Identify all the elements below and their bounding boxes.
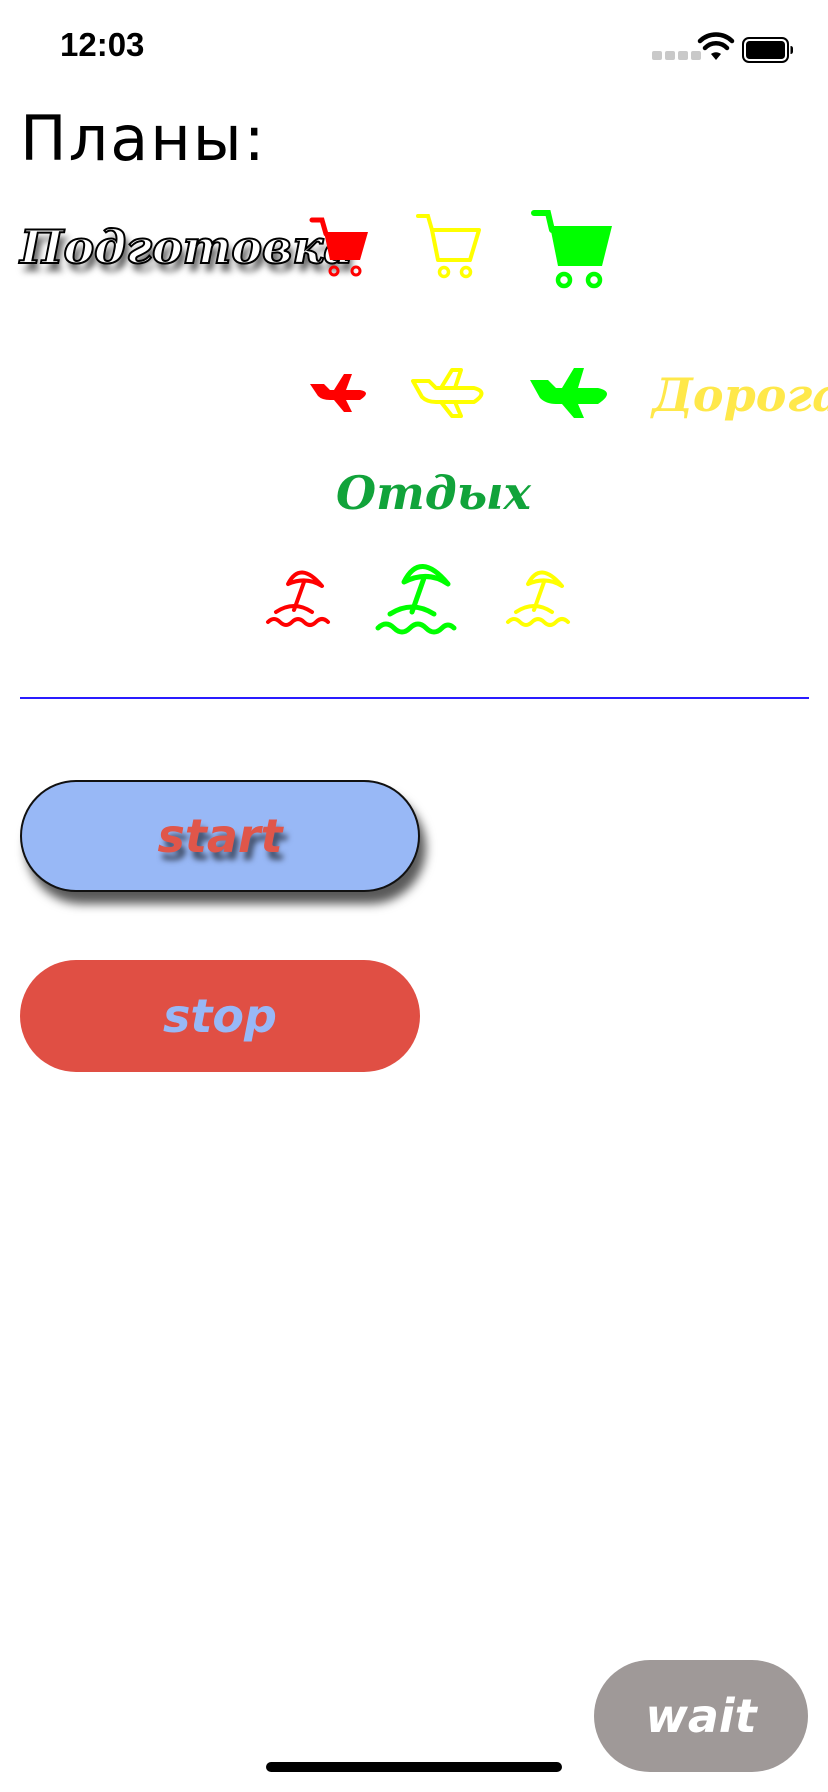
cart-icon-green: [531, 208, 614, 289]
rest-label: Отдых: [336, 466, 531, 520]
beach-umbrella-icon-yellow: [506, 564, 570, 630]
status-time: 12:03: [60, 26, 145, 63]
beach-umbrella-icon-green: [375, 556, 457, 636]
preparation-label: Подготовка: [19, 220, 354, 274]
home-indicator[interactable]: [266, 1762, 562, 1772]
page-title: Планы:: [20, 102, 267, 175]
wait-button[interactable]: wait: [594, 1660, 808, 1772]
airplane-icon-yellow: [410, 366, 490, 418]
battery-icon: [742, 37, 794, 63]
airplane-icon-red: [308, 370, 372, 414]
cart-icon-yellow: [416, 212, 482, 280]
start-button-label: start: [157, 809, 283, 863]
cart-icon-red: [309, 216, 370, 278]
start-button[interactable]: start: [20, 780, 420, 892]
wifi-icon: [697, 32, 735, 62]
cellular-signal-icon: [652, 51, 704, 61]
airplane-icon-green: [528, 364, 616, 420]
road-label: Дорога: [652, 368, 828, 422]
stop-button-label: stop: [163, 989, 277, 1043]
divider-line: [20, 697, 809, 699]
wait-button-label: wait: [645, 1689, 757, 1743]
beach-umbrella-icon-red: [266, 564, 330, 630]
stop-button[interactable]: stop: [20, 960, 420, 1072]
